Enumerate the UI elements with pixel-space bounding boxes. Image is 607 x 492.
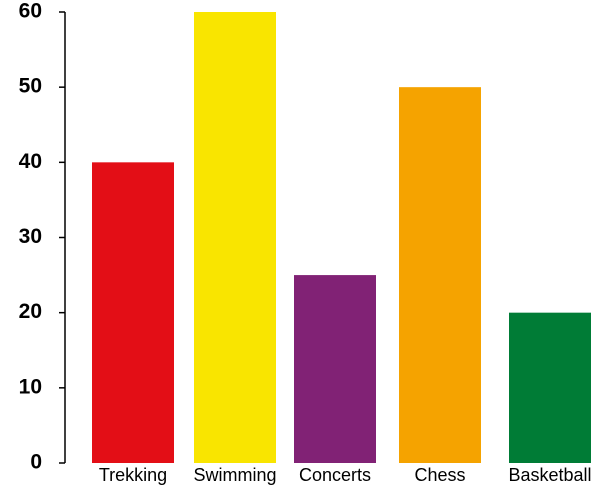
y-tick-label: 20 — [19, 300, 42, 323]
y-axis: 0 10 20 30 40 50 60 — [19, 0, 65, 474]
bar-trekking — [92, 162, 174, 464]
x-tick-label: Trekking — [99, 465, 167, 485]
y-tick-label: 30 — [19, 225, 42, 248]
bar-swimming — [194, 12, 276, 463]
x-tick-label: Concerts — [299, 465, 371, 485]
x-tick-label: Chess — [414, 465, 465, 485]
y-tick-label: 10 — [19, 375, 42, 398]
x-tick-label: Basketball — [508, 465, 591, 485]
y-tick-label: 60 — [19, 0, 42, 23]
bar-basketball — [509, 312, 591, 463]
y-tick-label: 40 — [19, 150, 42, 173]
y-tick-label: 50 — [19, 75, 42, 98]
x-axis: Trekking Swimming Concerts Chess Basketball — [99, 465, 592, 485]
bar-concerts — [294, 275, 376, 463]
y-tick-label: 0 — [30, 451, 42, 474]
bars — [92, 12, 591, 464]
bar-chess — [399, 87, 481, 464]
x-tick-label: Swimming — [193, 465, 276, 485]
